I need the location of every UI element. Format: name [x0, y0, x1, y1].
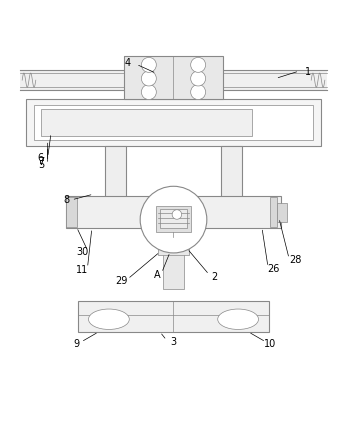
Text: 30: 30: [77, 247, 89, 257]
Ellipse shape: [88, 309, 129, 330]
Bar: [105, 147, 126, 205]
Bar: [163, 220, 184, 290]
Text: 5: 5: [38, 160, 44, 170]
Text: 9: 9: [74, 338, 80, 348]
Bar: [221, 147, 242, 205]
Text: 6: 6: [38, 153, 44, 163]
Bar: [34, 105, 313, 141]
Circle shape: [140, 187, 207, 253]
Bar: [156, 206, 191, 232]
Ellipse shape: [218, 309, 259, 330]
Circle shape: [141, 72, 156, 87]
Text: 3: 3: [170, 336, 177, 346]
Text: A: A: [154, 269, 161, 280]
Bar: [66, 197, 281, 229]
Circle shape: [172, 210, 182, 220]
Bar: [158, 218, 189, 256]
Bar: [277, 204, 287, 222]
Text: 2: 2: [211, 271, 218, 281]
Text: 8: 8: [63, 195, 69, 205]
Circle shape: [141, 86, 156, 100]
Circle shape: [191, 58, 206, 73]
Circle shape: [191, 72, 206, 87]
Text: 4: 4: [125, 58, 131, 68]
Text: 7: 7: [38, 157, 44, 167]
Text: 26: 26: [268, 264, 280, 273]
Bar: [66, 198, 77, 227]
Bar: [270, 198, 277, 227]
Bar: [124, 57, 223, 100]
Bar: [26, 100, 321, 147]
Bar: [20, 71, 327, 91]
Bar: [78, 301, 269, 332]
Circle shape: [141, 58, 156, 73]
Text: 10: 10: [264, 338, 277, 348]
Bar: [41, 110, 252, 137]
Circle shape: [191, 86, 206, 100]
Text: 28: 28: [289, 255, 302, 265]
Bar: [160, 210, 187, 229]
Text: 11: 11: [76, 264, 88, 274]
Text: 1: 1: [305, 67, 311, 77]
Text: 29: 29: [116, 275, 128, 285]
